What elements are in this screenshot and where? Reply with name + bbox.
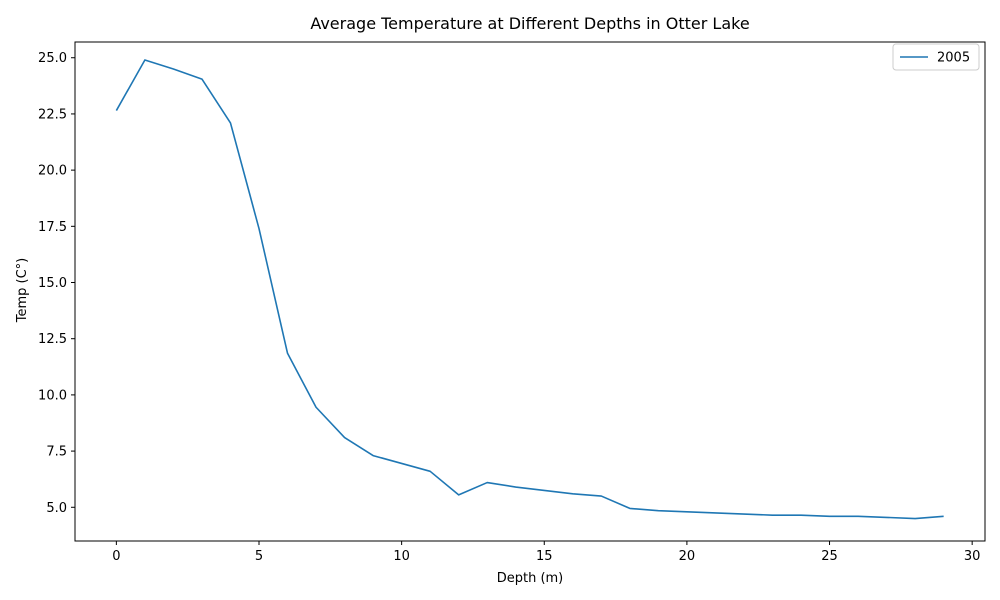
y-tick-label: 12.5 [38, 332, 67, 347]
x-tick-label: 5 [255, 549, 263, 564]
y-axis-label: Temp (C°) [15, 258, 30, 324]
chart-title: Average Temperature at Different Depths … [310, 14, 749, 33]
x-tick-label: 30 [964, 549, 981, 564]
plot-frame [74, 41, 986, 542]
legend-box [892, 43, 980, 71]
legend-label: 2005 [937, 51, 970, 66]
x-axis: 0 5 10 15 20 25 30 [112, 541, 980, 564]
y-tick-label: 22.5 [38, 107, 67, 122]
x-axis-label: Depth (m) [497, 571, 564, 586]
series-line-2005 [115, 59, 944, 520]
y-tick-label: 5.0 [46, 501, 67, 516]
legend: 2005 [892, 43, 980, 71]
y-tick-label: 25.0 [38, 51, 67, 66]
y-tick-label: 15.0 [38, 276, 67, 291]
x-tick-label: 0 [112, 549, 120, 564]
y-axis: 5.0 7.5 10.0 12.5 15.0 17.5 20.0 22.5 25.0 [38, 51, 75, 516]
x-tick-label: 25 [821, 549, 838, 564]
x-tick-label: 15 [536, 549, 553, 564]
y-tick-label: 20.0 [38, 164, 67, 179]
plot-area: 0 5 10 15 20 25 30 5.0 7.5 10.0 12.5 15.0 17.5 20.0 2… [38, 41, 986, 564]
x-tick-label: 20 [679, 549, 696, 564]
y-tick-label: 17.5 [38, 220, 67, 235]
y-tick-label: 10.0 [38, 388, 67, 403]
x-tick-label: 10 [393, 549, 410, 564]
y-tick-label: 7.5 [46, 445, 67, 460]
series-layer [115, 59, 944, 520]
